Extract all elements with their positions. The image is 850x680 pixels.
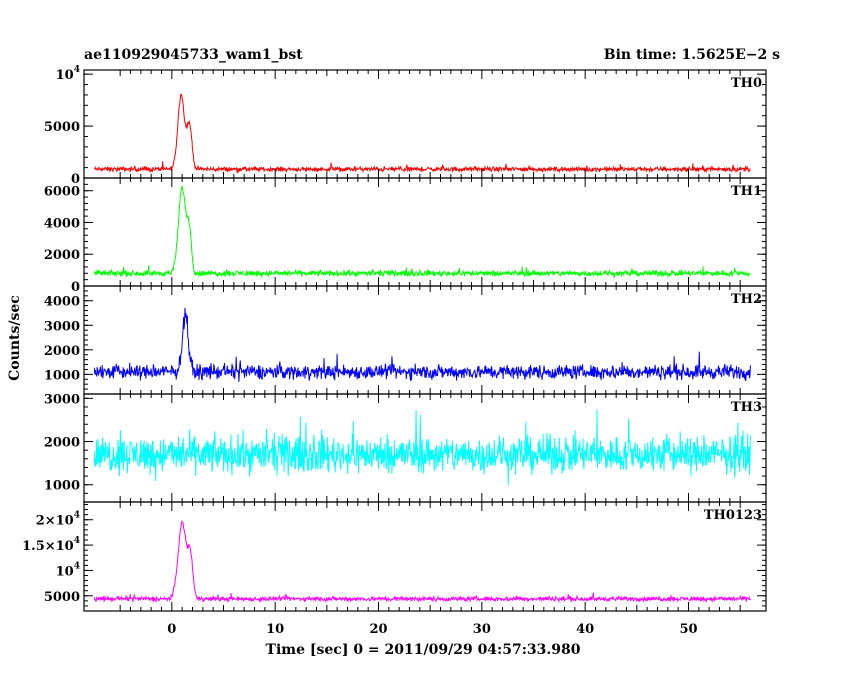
series-line-th0 bbox=[94, 93, 751, 174]
y-tick-exponent: 4 bbox=[74, 561, 80, 571]
panel-frame bbox=[83, 69, 767, 179]
y-tick-label: 4000 bbox=[44, 216, 80, 231]
y-tick-label: 104 bbox=[56, 561, 80, 579]
y-tick-label: 2000 bbox=[44, 436, 80, 451]
y-tick-label: 4000 bbox=[44, 295, 80, 310]
y-tick-label: 6000 bbox=[44, 185, 80, 200]
y-tick-label: 1000 bbox=[44, 368, 80, 383]
x-tick-label: 10 bbox=[266, 622, 284, 637]
panel-frame bbox=[83, 501, 767, 612]
y-tick-label: 5000 bbox=[44, 590, 80, 605]
y-tick-label: 2000 bbox=[44, 344, 80, 359]
y-tick-label: 3000 bbox=[44, 319, 80, 334]
series-line-th0123 bbox=[93, 519, 751, 604]
panel-label: TH0 bbox=[731, 76, 762, 91]
panel-label: TH3 bbox=[731, 400, 762, 415]
y-tick-label: 0 bbox=[71, 280, 80, 295]
y-tick-label: 2×104 bbox=[36, 511, 80, 529]
y-tick-label: 5000 bbox=[44, 120, 80, 135]
y-tick-label: 104 bbox=[56, 65, 80, 83]
y-tick-label: 1000 bbox=[44, 479, 80, 494]
panel-label: TH1 bbox=[731, 184, 762, 199]
y-axis-title: Counts/sec bbox=[7, 295, 23, 381]
panel-label: TH0123 bbox=[704, 508, 762, 523]
x-tick-label: 20 bbox=[369, 622, 387, 637]
y-tick-exponent: 4 bbox=[74, 511, 80, 521]
y-tick-label: 0 bbox=[71, 172, 80, 187]
y-tick-exponent: 4 bbox=[74, 536, 80, 546]
y-tick-exponent: 4 bbox=[74, 65, 80, 75]
panel-th3: 1000 2000 3000 TH3 bbox=[44, 392, 767, 503]
panel-th0: 0 5000 104 TH0 bbox=[44, 65, 767, 187]
panel-frame bbox=[83, 177, 767, 287]
bin-time-label: Bin time: 1.5625E−2 s bbox=[604, 47, 780, 63]
series-line-th2 bbox=[93, 307, 751, 382]
y-tick-label: 3000 bbox=[44, 392, 80, 407]
x-tick-label: 40 bbox=[576, 622, 594, 637]
x-axis-title: Time [sec] 0 = 2011/09/29 04:57:33.980 bbox=[266, 642, 581, 658]
y-tick-label: 2000 bbox=[44, 248, 80, 263]
x-tick-label: 0 bbox=[167, 622, 176, 637]
series-line-th1 bbox=[93, 185, 751, 279]
x-tick-label: 30 bbox=[473, 622, 491, 637]
chart-title: ae110929045733_wam1_bst bbox=[84, 47, 303, 63]
panel-label: TH2 bbox=[731, 292, 762, 307]
panel-th0123: 5000 104 1.5×104 2×104 TH0123 bbox=[22, 501, 767, 612]
panel-th2: 1000 2000 3000 4000 TH2 bbox=[44, 285, 767, 395]
x-tick-label: 50 bbox=[679, 622, 697, 637]
y-tick-label: 1.5×104 bbox=[22, 536, 80, 554]
series-line-th3 bbox=[93, 409, 751, 486]
panel-th1: 0 2000 4000 6000 TH1 bbox=[44, 177, 767, 295]
